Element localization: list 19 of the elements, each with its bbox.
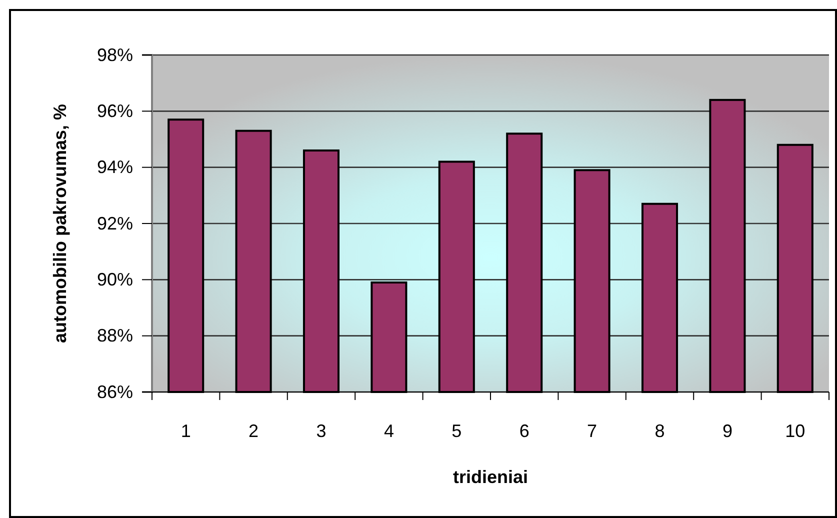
y-tick-label: 86% — [96, 382, 133, 402]
x-tick-label: 8 — [654, 421, 665, 441]
y-tick-label: 88% — [96, 326, 133, 346]
x-tick-label: 10 — [785, 421, 806, 441]
x-tick-label: 3 — [316, 421, 326, 441]
x-tick-label: 4 — [384, 421, 394, 441]
x-axis-title: tridieniai — [452, 467, 528, 487]
x-tick-label: 1 — [180, 421, 191, 441]
y-tick-label: 98% — [96, 44, 133, 65]
x-tick-label: 2 — [248, 421, 259, 441]
y-tick-label: 92% — [96, 213, 133, 234]
y-tick-label: 94% — [96, 157, 133, 178]
y-tick-label: 96% — [96, 100, 133, 121]
y-tick-label: 90% — [96, 269, 133, 290]
y-axis-title: automobilio pakrovumas, % — [50, 104, 70, 344]
x-tick-label: 5 — [452, 421, 462, 441]
x-tick-label: 6 — [519, 421, 530, 441]
x-tick-label: 7 — [587, 421, 598, 441]
x-tick-label: 9 — [722, 421, 732, 441]
